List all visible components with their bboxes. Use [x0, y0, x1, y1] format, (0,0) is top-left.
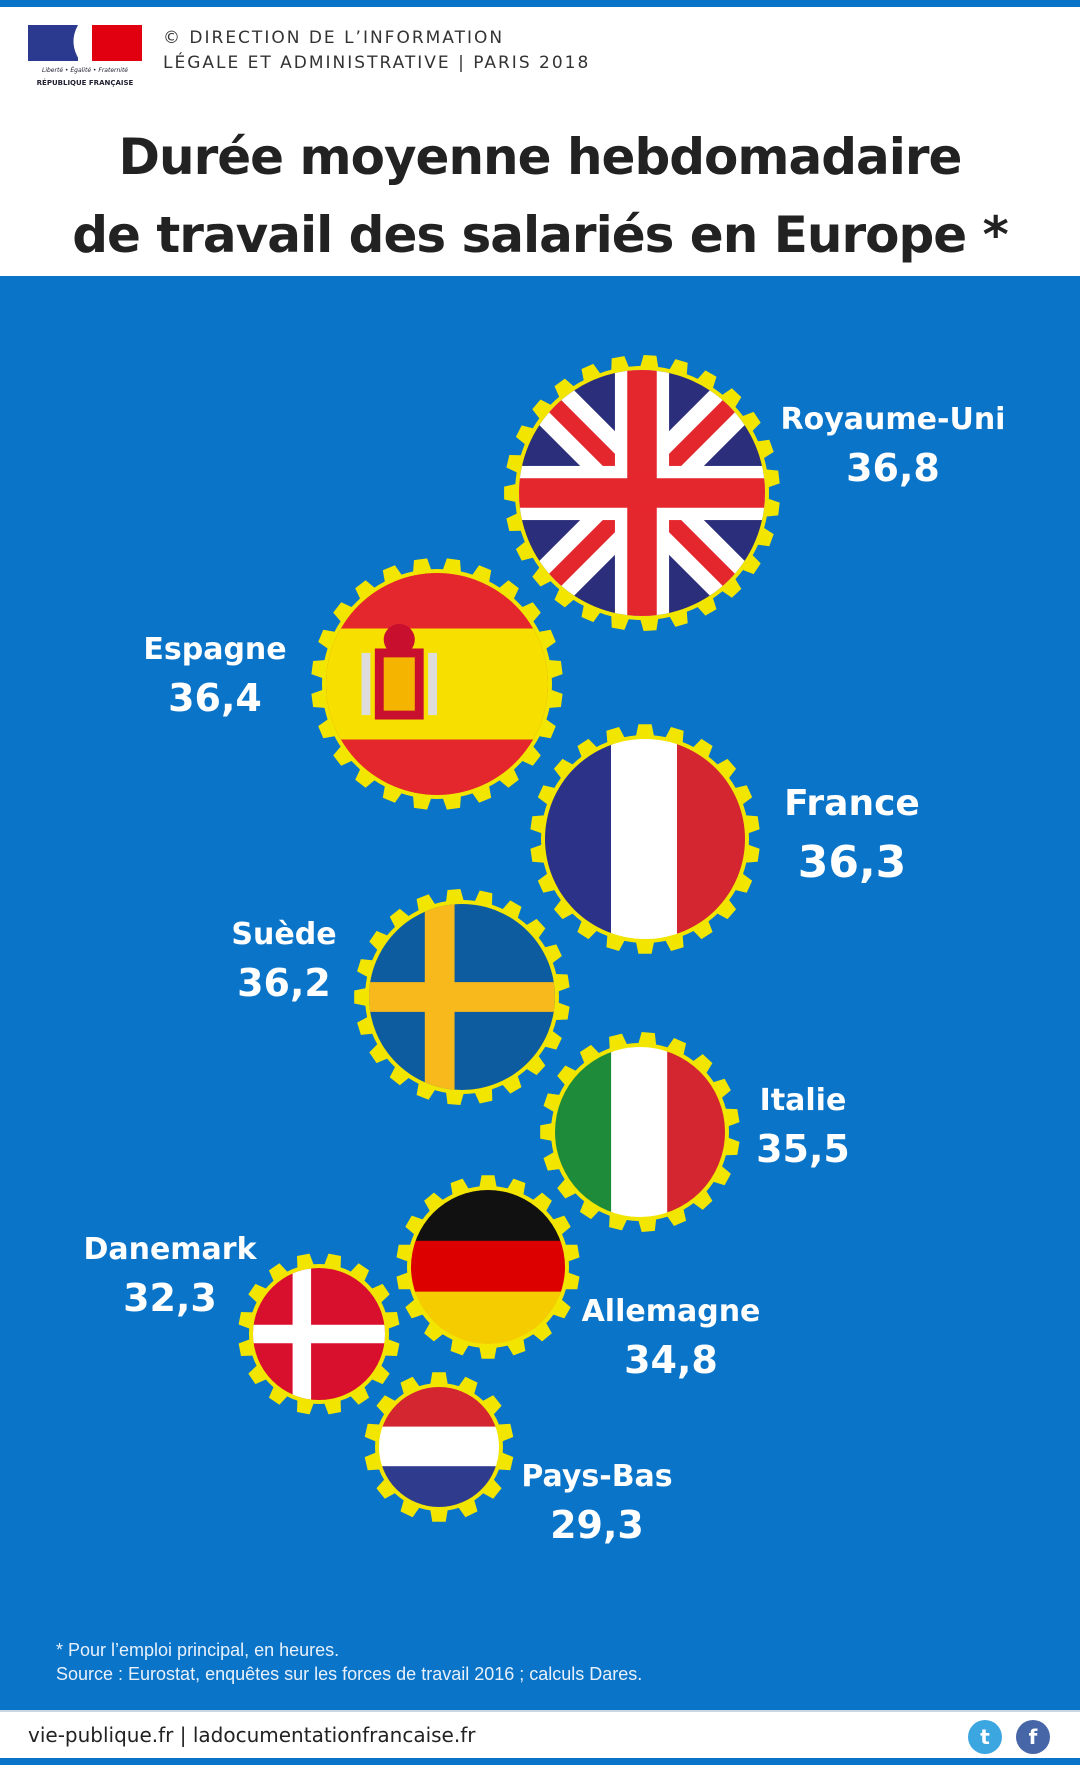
svg-text:RÉPUBLIQUE FRANÇAISE: RÉPUBLIQUE FRANÇAISE	[37, 78, 134, 87]
note-source: Source : Eurostat, enquêtes sur les forc…	[56, 1664, 643, 1684]
bottom-bar	[0, 1758, 1080, 1765]
gear-uk	[504, 355, 780, 631]
flag-fr-icon	[545, 739, 745, 939]
notes: * Pour l’emploi principal, en heures. So…	[56, 1638, 642, 1686]
country-label: Pays-Bas	[521, 1459, 672, 1494]
note-footnote: * Pour l’emploi principal, en heures.	[56, 1640, 340, 1660]
credit: © DIRECTION DE L’INFORMATION LÉGALE ET A…	[163, 26, 590, 76]
gear-dk	[238, 1253, 400, 1415]
flag-uk-icon	[519, 370, 765, 616]
gear-nl	[364, 1372, 514, 1522]
country-label: Danemark	[83, 1232, 257, 1267]
gear-es	[311, 558, 563, 810]
flag-dk-icon	[253, 1268, 385, 1400]
country-label: Suède	[231, 917, 336, 952]
value-label: 35,5	[756, 1127, 850, 1171]
value-label: 36,4	[168, 676, 262, 720]
country-label: Espagne	[143, 632, 286, 667]
marianne-logo: Liberté • Égalité • Fraternité RÉPUBLIQU…	[28, 25, 142, 87]
gear-fr	[530, 724, 760, 954]
credit-line-1: © DIRECTION DE L’INFORMATION	[163, 28, 505, 48]
value-label: 34,8	[624, 1338, 718, 1382]
twitter-icon[interactable]: t	[968, 1720, 1002, 1754]
flag-de-icon	[411, 1190, 565, 1344]
gear-se	[354, 889, 570, 1105]
country-label: France	[784, 783, 920, 824]
title-line-1: Durée moyenne hebdomadaire	[118, 128, 963, 186]
footer-links[interactable]: vie-publique.fr | ladocumentationfrancai…	[28, 1723, 476, 1747]
flag-it-icon	[555, 1047, 725, 1217]
value-label: 36,3	[798, 837, 907, 888]
flag-nl-icon	[379, 1387, 499, 1507]
facebook-icon[interactable]: f	[1016, 1720, 1050, 1754]
country-label: Allemagne	[582, 1294, 761, 1329]
gear-de	[396, 1175, 580, 1359]
country-label: Italie	[760, 1083, 847, 1118]
value-label: 32,3	[123, 1276, 217, 1320]
footer: vie-publique.fr | ladocumentationfrancai…	[0, 1710, 1080, 1760]
svg-text:Liberté • Égalité • Fraternité: Liberté • Égalité • Fraternité	[42, 66, 128, 74]
flag-se-icon	[369, 904, 555, 1090]
value-label: 36,8	[846, 446, 940, 490]
value-label: 29,3	[550, 1503, 644, 1547]
credit-line-2: LÉGALE ET ADMINISTRATIVE | PARIS 2018	[163, 53, 591, 73]
title-line-2: de travail des salariés en Europe *	[72, 206, 1008, 264]
country-label: Royaume-Uni	[781, 402, 1006, 437]
top-bar	[0, 0, 1080, 7]
flag-es-icon	[326, 573, 548, 795]
value-label: 36,2	[237, 961, 331, 1005]
page-title: Durée moyenne hebdomadaire de travail de…	[0, 118, 1080, 274]
gear-it	[540, 1032, 740, 1232]
